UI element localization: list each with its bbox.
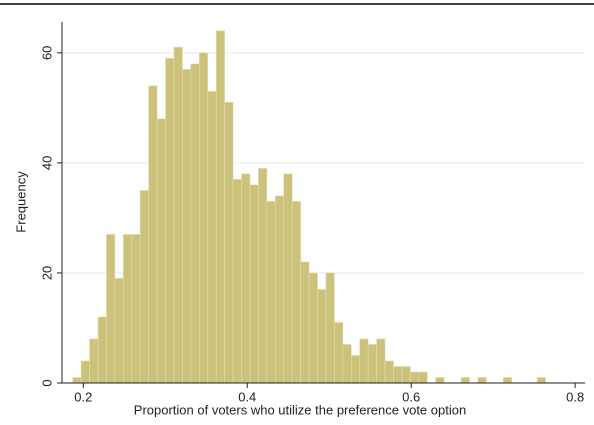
- x-axis-label: Proportion of voters who utilize the pre…: [134, 402, 466, 417]
- bar: [367, 344, 377, 384]
- y-tick-label: 40: [39, 156, 54, 170]
- bar: [114, 278, 124, 384]
- bar: [156, 118, 166, 384]
- bar: [199, 52, 209, 384]
- bar: [477, 377, 487, 384]
- bar: [384, 360, 394, 384]
- bar: [342, 344, 352, 384]
- y-tick-label: 60: [39, 46, 54, 60]
- x-tick-label: 0.2: [74, 389, 92, 404]
- bar: [359, 338, 369, 384]
- bar: [224, 102, 234, 384]
- bar: [435, 377, 445, 384]
- y-axis-label: Frequency: [13, 171, 28, 233]
- bar: [106, 234, 116, 384]
- bar: [283, 173, 293, 384]
- bar: [274, 195, 285, 384]
- bar: [350, 355, 361, 384]
- bar: [232, 179, 242, 384]
- bar: [207, 91, 217, 384]
- x-tick-label: 0.8: [566, 389, 584, 404]
- bar: [410, 371, 420, 384]
- bar: [325, 272, 335, 384]
- bar: [148, 85, 158, 384]
- bar: [80, 360, 90, 384]
- bar: [418, 371, 428, 384]
- bar: [131, 234, 141, 384]
- bar: [300, 261, 310, 384]
- bar: [182, 69, 192, 384]
- bar: [139, 190, 149, 384]
- bar: [258, 168, 268, 384]
- bar: [308, 272, 318, 384]
- bar: [334, 322, 344, 384]
- bar: [249, 184, 259, 384]
- bar: [317, 289, 327, 384]
- bar: [173, 47, 183, 384]
- x-tick-label: 0.4: [238, 389, 256, 404]
- bar: [241, 173, 251, 384]
- bar: [123, 234, 133, 384]
- bar: [376, 338, 386, 384]
- x-tick-label: 0.6: [402, 389, 420, 404]
- y-tick-label: 0: [39, 379, 54, 386]
- bar: [72, 377, 82, 384]
- bar: [502, 377, 513, 384]
- bar: [401, 366, 411, 384]
- bar: [393, 366, 403, 384]
- bar: [190, 63, 200, 384]
- bar: [536, 377, 546, 384]
- bar: [215, 30, 225, 384]
- bar: [291, 201, 301, 384]
- bar: [89, 338, 99, 384]
- bar: [266, 201, 276, 384]
- bar: [460, 377, 470, 384]
- y-tick-label: 20: [39, 266, 54, 280]
- bar: [97, 316, 107, 384]
- bar: [165, 58, 175, 384]
